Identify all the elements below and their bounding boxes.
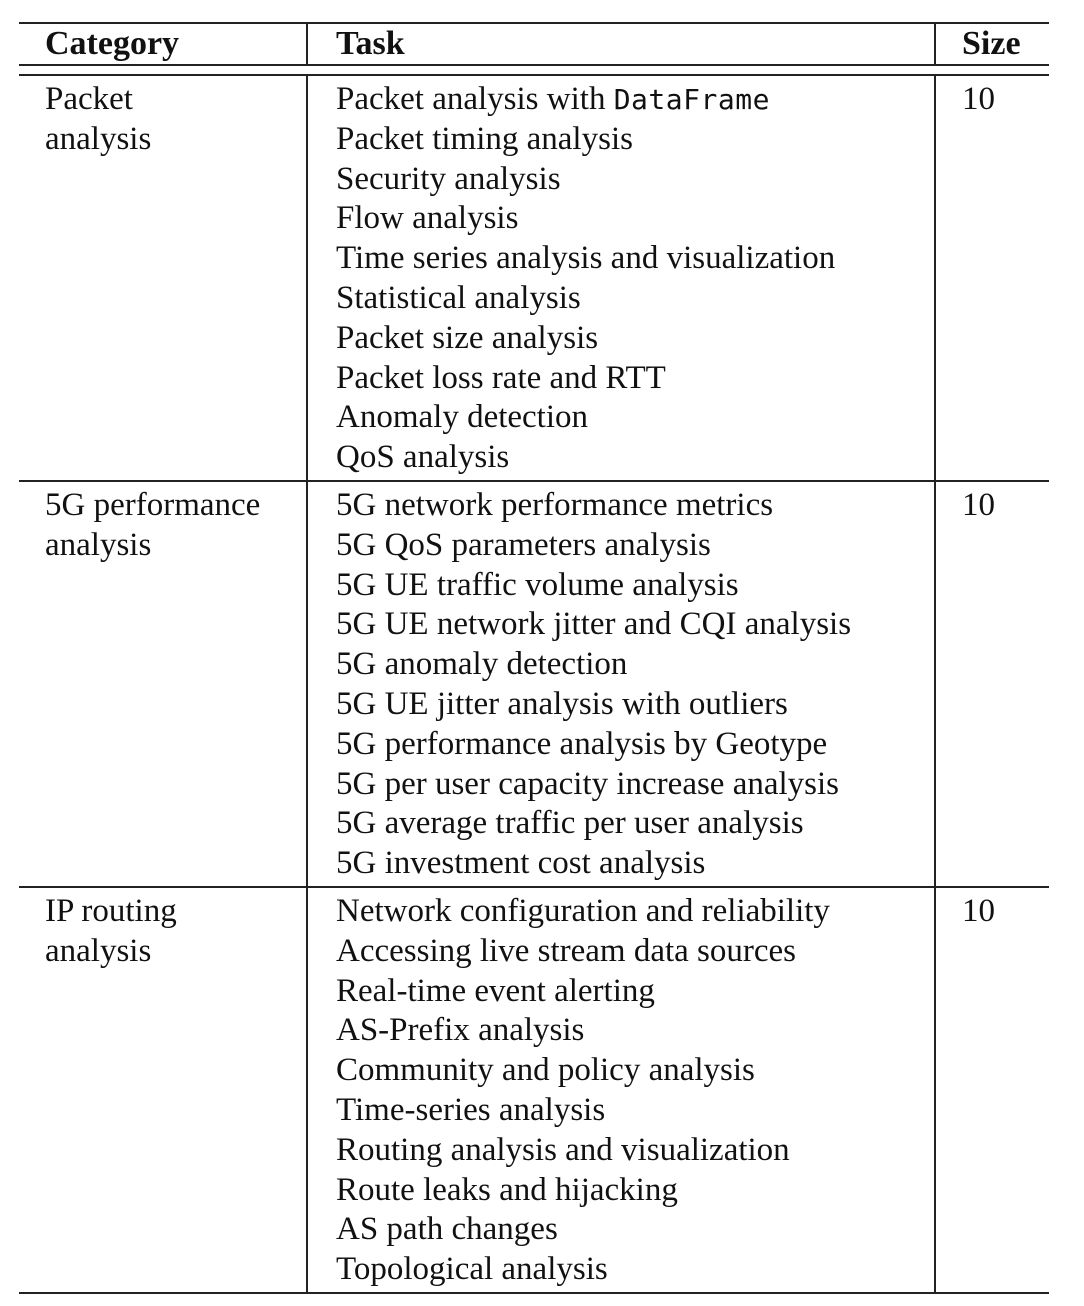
size-cell: 10 [934, 75, 1049, 482]
task-item: Packet loss rate and RTT [336, 359, 666, 396]
task-item: 5G average traffic per user analysis [336, 805, 804, 842]
task-item: QoS analysis [336, 439, 510, 476]
category-line: analysis [45, 120, 152, 157]
header-separator [19, 64, 1049, 76]
task-table-container: Category Task Size Packet analysis Packe… [19, 22, 1049, 1294]
task-table: Category Task Size Packet analysis Packe… [19, 22, 1049, 1294]
category-line: analysis [45, 526, 152, 563]
size-cell: 10 [934, 480, 1049, 888]
header-size: Size [934, 23, 1049, 65]
task-cell: Network configuration and reliability Ac… [306, 886, 935, 1294]
task-item: 5G QoS parameters analysis [336, 526, 711, 563]
task-item: 5G anomaly detection [336, 646, 628, 683]
category-label: 5G performance analysis [45, 486, 295, 566]
task-cell: Packet analysis with DataFrame Packet ti… [306, 75, 935, 482]
task-text: Packet analysis with [336, 81, 614, 117]
category-label: IP routing analysis [45, 892, 295, 972]
table-row: Packet analysis Packet analysis with Dat… [19, 75, 1049, 482]
task-item: 5G UE network jitter and CQI analysis [336, 606, 852, 643]
category-cell: 5G performance analysis [19, 480, 307, 888]
task-item: 5G network performance metrics [336, 486, 774, 523]
group-packet-analysis: Packet analysis Packet analysis with Dat… [19, 75, 1049, 482]
task-item: Real-time event alerting [336, 972, 655, 1009]
task-item: Anomaly detection [336, 399, 589, 436]
task-item: Route leaks and hijacking [336, 1171, 678, 1208]
category-line: Packet [45, 81, 133, 117]
task-item: Flow analysis [336, 200, 519, 237]
group-ip-routing-analysis: IP routing analysis Network configuratio… [19, 886, 1049, 1294]
task-item: Packet analysis with DataFrame [336, 80, 934, 120]
task-item: Routing analysis and visualization [336, 1131, 790, 1168]
table-header: Category Task Size [19, 23, 1049, 76]
table-row: IP routing analysis Network configuratio… [19, 886, 1049, 1294]
category-line: analysis [45, 932, 152, 969]
task-item: Accessing live stream data sources [336, 932, 797, 969]
task-item: Topological analysis [336, 1251, 608, 1288]
task-item: 5G UE traffic volume analysis [336, 566, 739, 603]
task-item: 5G per user capacity increase analysis [336, 765, 840, 802]
table-row: 5G performance analysis 5G network perfo… [19, 480, 1049, 888]
category-line: IP routing [45, 892, 177, 929]
size-cell: 10 [934, 886, 1049, 1294]
header-row: Category Task Size [19, 23, 1049, 65]
task-item: AS-Prefix analysis [336, 1012, 585, 1049]
task-item: 5G performance analysis by Geotype [336, 725, 828, 762]
task-item: Network configuration and reliability [336, 892, 830, 929]
task-item: Packet size analysis [336, 319, 599, 356]
group-5g-performance-analysis: 5G performance analysis 5G network perfo… [19, 480, 1049, 888]
task-item: AS path changes [336, 1211, 558, 1248]
task-code: DataFrame [613, 83, 770, 116]
task-item: 5G UE jitter analysis with outliers [336, 685, 788, 722]
category-cell: Packet analysis [19, 75, 307, 482]
category-cell: IP routing analysis [19, 886, 307, 1294]
task-item: Time-series analysis [336, 1091, 606, 1128]
task-item: Time series analysis and visualization [336, 240, 836, 277]
category-line: 5G performance [45, 486, 261, 523]
task-item: 5G investment cost analysis [336, 845, 706, 882]
task-cell: 5G network performance metrics 5G QoS pa… [306, 480, 935, 888]
header-task: Task [306, 23, 935, 65]
header-rule [19, 64, 1049, 76]
task-item: Packet timing analysis [336, 120, 633, 157]
task-item: Security analysis [336, 160, 561, 197]
task-item: Community and policy analysis [336, 1052, 755, 1089]
task-item: Statistical analysis [336, 279, 581, 316]
category-label: Packet analysis [45, 80, 295, 160]
header-category: Category [45, 25, 180, 62]
